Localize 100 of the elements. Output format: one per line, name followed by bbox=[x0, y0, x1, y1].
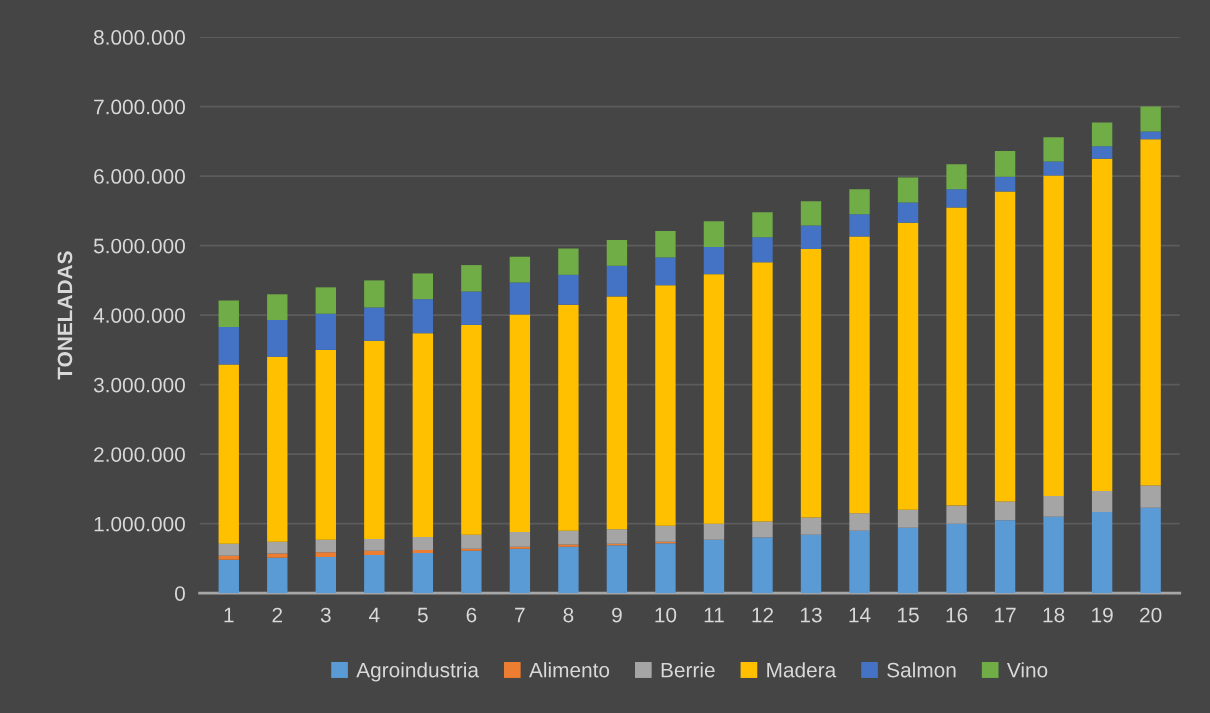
bar bbox=[703, 523, 725, 540]
y-tick-label: 0 bbox=[174, 586, 185, 601]
x-tick-label: 5 bbox=[417, 607, 428, 623]
bar bbox=[558, 546, 579, 594]
y-tick-label: 5.000.000 bbox=[93, 238, 185, 254]
bar bbox=[606, 529, 628, 544]
bar bbox=[752, 262, 773, 522]
bar bbox=[703, 247, 725, 275]
bar bbox=[994, 501, 1016, 521]
bar bbox=[703, 539, 725, 594]
bar bbox=[315, 557, 336, 594]
bar bbox=[606, 265, 628, 297]
bar bbox=[412, 552, 434, 594]
x-tick-label: 15 bbox=[898, 607, 919, 623]
bar bbox=[606, 296, 628, 530]
bar bbox=[703, 221, 725, 248]
bar bbox=[412, 273, 434, 300]
bar bbox=[218, 559, 239, 594]
bar bbox=[606, 240, 628, 266]
bar bbox=[509, 532, 531, 547]
x-tick-label: 11 bbox=[704, 607, 724, 623]
bar bbox=[897, 509, 919, 528]
bar bbox=[849, 236, 870, 514]
y-tick-label: 7.000.000 bbox=[94, 99, 185, 115]
bar bbox=[509, 282, 531, 315]
y-tick-label: 6.000.000 bbox=[94, 169, 185, 184]
bar bbox=[267, 553, 288, 558]
bar bbox=[558, 304, 579, 531]
bar bbox=[655, 285, 676, 526]
x-tick-label: 7 bbox=[515, 607, 525, 623]
bar bbox=[509, 256, 531, 283]
bar bbox=[800, 534, 822, 594]
bar bbox=[1140, 139, 1161, 486]
x-tick-label: 8 bbox=[563, 607, 574, 623]
bar bbox=[655, 231, 676, 258]
y-tick-label: 4.000.000 bbox=[93, 308, 185, 323]
bar bbox=[994, 151, 1016, 177]
bar bbox=[655, 257, 676, 286]
bar bbox=[509, 548, 531, 594]
bar bbox=[267, 356, 288, 542]
bar bbox=[849, 214, 870, 237]
bar bbox=[461, 534, 482, 549]
bar bbox=[558, 274, 579, 305]
bar bbox=[752, 237, 773, 263]
bar bbox=[897, 202, 919, 223]
legend-label: Agroindustria bbox=[356, 662, 479, 682]
y-tick-label: 2.000.000 bbox=[94, 447, 185, 462]
bar bbox=[800, 225, 822, 250]
bar bbox=[364, 280, 385, 308]
bar bbox=[1091, 122, 1113, 147]
bar bbox=[218, 364, 239, 544]
x-tick-label: 16 bbox=[946, 607, 968, 623]
bar bbox=[315, 313, 336, 350]
bar bbox=[897, 177, 919, 203]
bar bbox=[946, 505, 967, 524]
legend-label: Vino bbox=[1006, 662, 1048, 678]
bar bbox=[558, 530, 579, 545]
bar bbox=[364, 538, 385, 551]
bar bbox=[946, 523, 967, 594]
bar bbox=[461, 291, 482, 325]
bar bbox=[1043, 137, 1064, 162]
bar bbox=[509, 314, 531, 533]
bar bbox=[267, 541, 288, 554]
bar bbox=[1043, 175, 1064, 496]
bar bbox=[946, 189, 967, 208]
bar bbox=[849, 530, 870, 594]
bar bbox=[994, 520, 1016, 594]
bar bbox=[461, 265, 482, 292]
bar bbox=[752, 212, 773, 238]
x-tick-label: 17 bbox=[995, 607, 1016, 623]
bar bbox=[218, 326, 239, 365]
bar bbox=[1091, 511, 1113, 594]
x-tick-label: 18 bbox=[1043, 607, 1065, 623]
bar bbox=[1140, 131, 1161, 140]
bar bbox=[461, 548, 482, 551]
x-tick-label: 10 bbox=[655, 607, 677, 623]
bar bbox=[364, 307, 385, 341]
x-tick-label: 19 bbox=[1092, 607, 1113, 623]
y-tick-label: 3.000.000 bbox=[93, 377, 185, 393]
bar bbox=[1043, 516, 1064, 594]
bar bbox=[1043, 495, 1064, 517]
bar bbox=[752, 537, 773, 594]
legend-label: Berrie bbox=[661, 662, 715, 678]
bar bbox=[703, 274, 725, 524]
bar bbox=[364, 554, 385, 594]
x-tick-label: 12 bbox=[752, 607, 774, 623]
bar bbox=[412, 333, 434, 537]
bar bbox=[315, 552, 336, 558]
bar bbox=[558, 544, 579, 547]
bar bbox=[946, 164, 967, 190]
bar bbox=[752, 521, 773, 538]
bar bbox=[315, 539, 336, 553]
bar bbox=[461, 324, 482, 535]
bar bbox=[461, 550, 482, 594]
bar bbox=[849, 189, 870, 215]
bar bbox=[364, 550, 385, 555]
bar bbox=[1140, 485, 1161, 508]
bar bbox=[267, 294, 288, 321]
y-tick-label: 1.000.000 bbox=[94, 516, 185, 532]
bar bbox=[267, 557, 288, 594]
